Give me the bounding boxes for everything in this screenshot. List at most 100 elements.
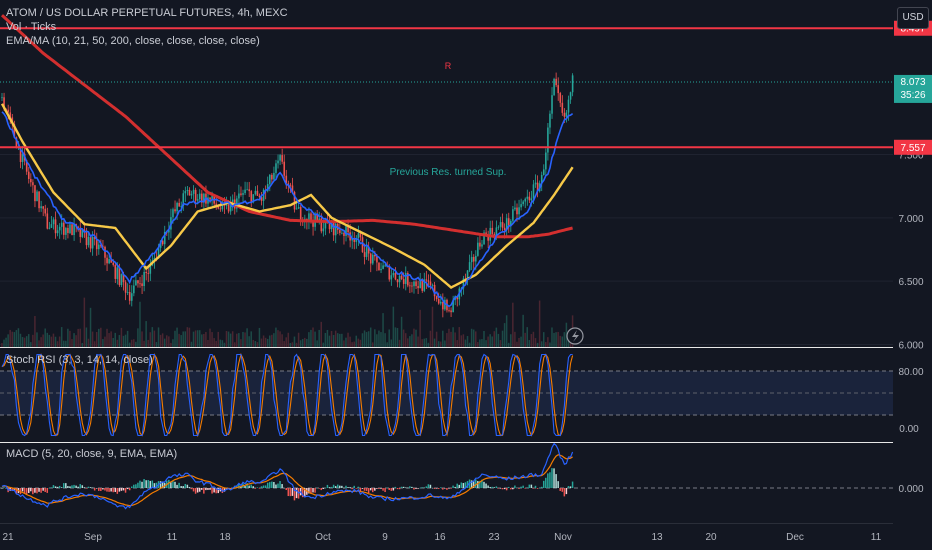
candle[interactable] (481, 240, 483, 249)
candle[interactable] (472, 254, 475, 271)
price-pane[interactable]: R Previous Res. turned Sup. (0, 0, 893, 347)
candle[interactable] (40, 200, 42, 212)
macd-legend[interactable]: MACD (5, 20, close, 9, EMA, EMA) (6, 448, 178, 460)
candle[interactable] (281, 148, 283, 165)
candle[interactable] (505, 213, 508, 238)
candle[interactable] (186, 185, 189, 196)
candle[interactable] (394, 267, 397, 281)
candle[interactable] (351, 231, 353, 249)
lightning-icon[interactable] (566, 327, 584, 345)
candle[interactable] (240, 186, 242, 197)
candle[interactable] (536, 175, 539, 198)
candle[interactable] (497, 225, 500, 230)
candle[interactable] (256, 185, 259, 196)
candle[interactable] (343, 230, 345, 245)
candle[interactable] (534, 174, 537, 188)
candle[interactable] (58, 223, 61, 239)
price-axis[interactable]: 6.000 6.500 7.000 7.500 8.497 8.073 35:26 7… (893, 0, 932, 550)
stoch-rsi-legend[interactable]: Stoch RSI (3, 3, 14, 14, close) (6, 354, 153, 366)
candle[interactable] (27, 167, 30, 184)
candle[interactable] (378, 262, 380, 271)
candle[interactable] (293, 190, 296, 213)
candle[interactable] (238, 184, 240, 204)
candle[interactable] (384, 263, 386, 268)
currency-button[interactable]: USD (897, 7, 929, 29)
candle[interactable] (135, 273, 137, 286)
candle[interactable] (42, 205, 44, 217)
candle[interactable] (73, 217, 75, 241)
candle[interactable] (404, 266, 407, 291)
candle[interactable] (161, 240, 164, 246)
time-axis[interactable]: 21 Sep 11 18 Oct 9 16 23 Nov 13 20 Dec 11 (2, 532, 881, 543)
candle[interactable] (71, 222, 73, 236)
candle[interactable] (398, 274, 401, 288)
candle[interactable] (163, 225, 166, 252)
candle[interactable] (139, 276, 141, 288)
candle[interactable] (128, 284, 131, 305)
candle[interactable] (415, 279, 417, 289)
candle[interactable] (328, 216, 331, 234)
candle[interactable] (409, 281, 411, 294)
candle[interactable] (198, 189, 201, 203)
candle[interactable] (365, 238, 368, 260)
candle[interactable] (34, 184, 36, 208)
candle[interactable] (114, 262, 117, 284)
candle[interactable] (489, 220, 492, 245)
candle[interactable] (355, 235, 358, 249)
candle[interactable] (524, 197, 527, 209)
candle[interactable] (137, 279, 139, 288)
candle[interactable] (549, 110, 551, 135)
candle[interactable] (540, 171, 543, 192)
candle[interactable] (174, 200, 176, 214)
candle[interactable] (30, 173, 32, 187)
candle[interactable] (417, 280, 419, 295)
candle[interactable] (483, 230, 485, 245)
candle[interactable] (98, 240, 100, 255)
candle[interactable] (507, 212, 510, 233)
candle[interactable] (363, 243, 366, 265)
candle[interactable] (38, 191, 40, 213)
candle[interactable] (56, 224, 59, 237)
candle[interactable] (411, 282, 413, 293)
candle[interactable] (528, 191, 531, 204)
candle[interactable] (242, 189, 244, 203)
candle[interactable] (89, 236, 92, 253)
candle[interactable] (322, 220, 325, 237)
candle[interactable] (470, 250, 473, 271)
candle[interactable] (433, 281, 436, 301)
candle[interactable] (143, 267, 145, 292)
candle[interactable] (547, 123, 549, 161)
candle[interactable] (380, 262, 382, 273)
candle[interactable] (487, 230, 489, 249)
candle[interactable] (413, 280, 415, 294)
volume-legend[interactable]: Vol · Ticks (6, 21, 57, 33)
candle[interactable] (357, 225, 360, 246)
candle[interactable] (46, 207, 49, 230)
candle[interactable] (50, 215, 53, 229)
candle[interactable] (52, 217, 55, 230)
candle[interactable] (456, 295, 459, 307)
candle[interactable] (180, 201, 183, 214)
candle[interactable] (435, 295, 438, 302)
candle[interactable] (269, 173, 271, 192)
candle[interactable] (571, 73, 574, 97)
candle[interactable] (551, 87, 553, 119)
candle[interactable] (87, 231, 90, 248)
candle[interactable] (54, 211, 57, 239)
candle[interactable] (514, 200, 516, 211)
candle[interactable] (569, 91, 572, 104)
candle[interactable] (477, 237, 479, 257)
candle[interactable] (126, 283, 129, 296)
candle[interactable] (168, 221, 170, 240)
candle[interactable] (561, 95, 564, 116)
macd-pane[interactable] (0, 442, 893, 510)
candle[interactable] (106, 254, 108, 272)
candle[interactable] (396, 279, 399, 288)
candle[interactable] (452, 295, 454, 313)
candle[interactable] (499, 216, 502, 231)
candle[interactable] (192, 185, 195, 202)
candle[interactable] (201, 190, 203, 208)
candle[interactable] (279, 153, 281, 166)
candle[interactable] (491, 220, 494, 238)
